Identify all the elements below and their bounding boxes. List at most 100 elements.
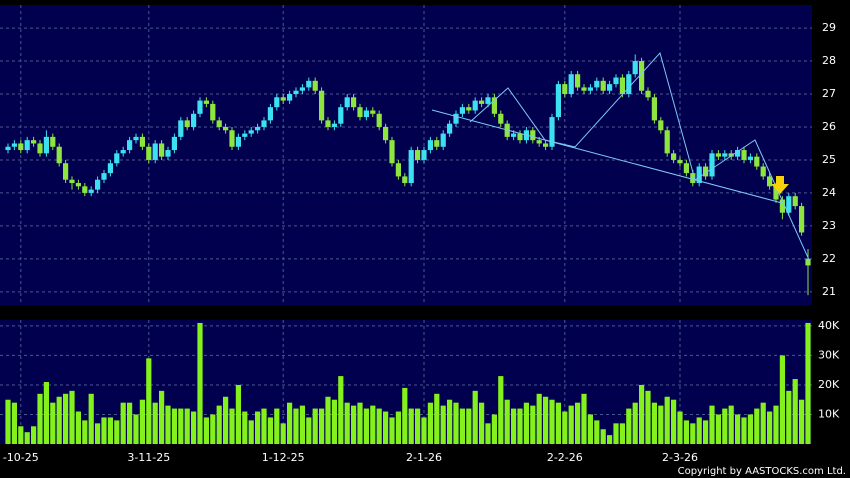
candle-body [568, 74, 574, 95]
candle-body [63, 163, 69, 180]
volume-tick-label: 40K [818, 319, 840, 332]
volume-bar [773, 405, 779, 444]
candle-body [799, 206, 805, 233]
volume-bar [24, 432, 30, 444]
candle-body [229, 130, 235, 147]
volume-bar [779, 355, 785, 444]
candle-body [210, 103, 216, 121]
volume-bar [146, 358, 152, 444]
volume-bar [120, 402, 126, 444]
volume-bar [63, 393, 69, 444]
volume-bar [555, 402, 561, 444]
candle-body [101, 173, 107, 180]
volume-bar [453, 402, 459, 444]
volume-bar [216, 405, 222, 444]
price-panel [0, 5, 812, 305]
volume-bar [43, 382, 49, 444]
x-tick-label: 2-3-26 [662, 451, 698, 464]
volume-bar [747, 414, 753, 444]
volume-bar [376, 408, 382, 444]
volume-bar [530, 405, 536, 444]
candle-body [370, 110, 376, 114]
candle-body [421, 150, 427, 160]
candle-body [434, 140, 440, 147]
x-tick-label: -10-25 [3, 451, 39, 464]
candle-body [88, 189, 94, 193]
x-tick-label: 3-11-25 [127, 451, 170, 464]
candle-body [127, 140, 133, 151]
candle-body [165, 150, 171, 157]
volume-bar [223, 396, 229, 444]
candle-body [767, 176, 773, 187]
candle-body [703, 166, 709, 177]
candle-body [402, 176, 408, 184]
candle-body [632, 61, 638, 75]
candle-body [715, 153, 721, 157]
candle-body [5, 146, 11, 151]
candle-body [235, 136, 241, 147]
volume-bar [427, 402, 433, 444]
volume-bar [127, 402, 133, 444]
candle-body [479, 100, 485, 104]
volume-bar [312, 408, 318, 444]
volume-bar [56, 396, 62, 444]
candle-body [280, 97, 286, 101]
volume-bar [18, 426, 24, 444]
candle-body [312, 80, 318, 91]
candle-body [645, 90, 651, 98]
candle-body [677, 159, 683, 164]
volume-bar [587, 414, 593, 444]
volume-bar [466, 408, 472, 444]
volume-bar [658, 405, 664, 444]
volume-bar [293, 408, 299, 444]
candle-body [242, 133, 248, 137]
volume-bar [395, 411, 401, 444]
volume-bar [735, 414, 741, 444]
volume-bar [459, 408, 465, 444]
volume-bar [600, 429, 606, 444]
candle-body [376, 113, 382, 127]
volume-bar [517, 408, 523, 444]
candle-body [728, 153, 734, 157]
candle-body [395, 163, 401, 177]
candle-body [805, 258, 811, 266]
volume-bar [287, 402, 293, 444]
volume-bar [799, 399, 805, 444]
volume-tick-label: 10K [818, 407, 840, 420]
volume-bar [594, 420, 600, 444]
candle-body [491, 97, 497, 114]
candle-body [133, 136, 139, 141]
volume-bar [203, 417, 209, 444]
volume-bar [88, 393, 94, 444]
candle-body [338, 107, 344, 124]
y-tick-label: 25 [822, 153, 836, 166]
volume-bar [370, 405, 376, 444]
candle-body [760, 166, 766, 177]
candle-body [319, 90, 325, 121]
volume-bar [421, 417, 427, 444]
volume-bar [31, 426, 37, 444]
volume-bar [639, 384, 645, 444]
volume-bar [274, 408, 280, 444]
volume-bar [69, 390, 75, 444]
candle-body [383, 126, 389, 141]
candle-body [485, 97, 491, 104]
volume-bar [754, 408, 760, 444]
volume-bar [101, 417, 107, 444]
volume-bar [325, 396, 331, 444]
volume-tick-label: 30K [818, 348, 840, 361]
volume-bar [306, 417, 312, 444]
volume-bar [549, 399, 555, 444]
volume-bar [37, 393, 43, 444]
x-tick-label: 2-2-26 [547, 451, 583, 464]
candle-body [447, 123, 453, 134]
candle-body [440, 133, 446, 147]
candle-body [171, 136, 177, 151]
volume-bar [447, 399, 453, 444]
candle-body [50, 136, 56, 147]
volume-bar [607, 435, 613, 444]
candle-body [658, 120, 664, 131]
candle-body [159, 143, 165, 157]
volume-bar [197, 322, 203, 444]
